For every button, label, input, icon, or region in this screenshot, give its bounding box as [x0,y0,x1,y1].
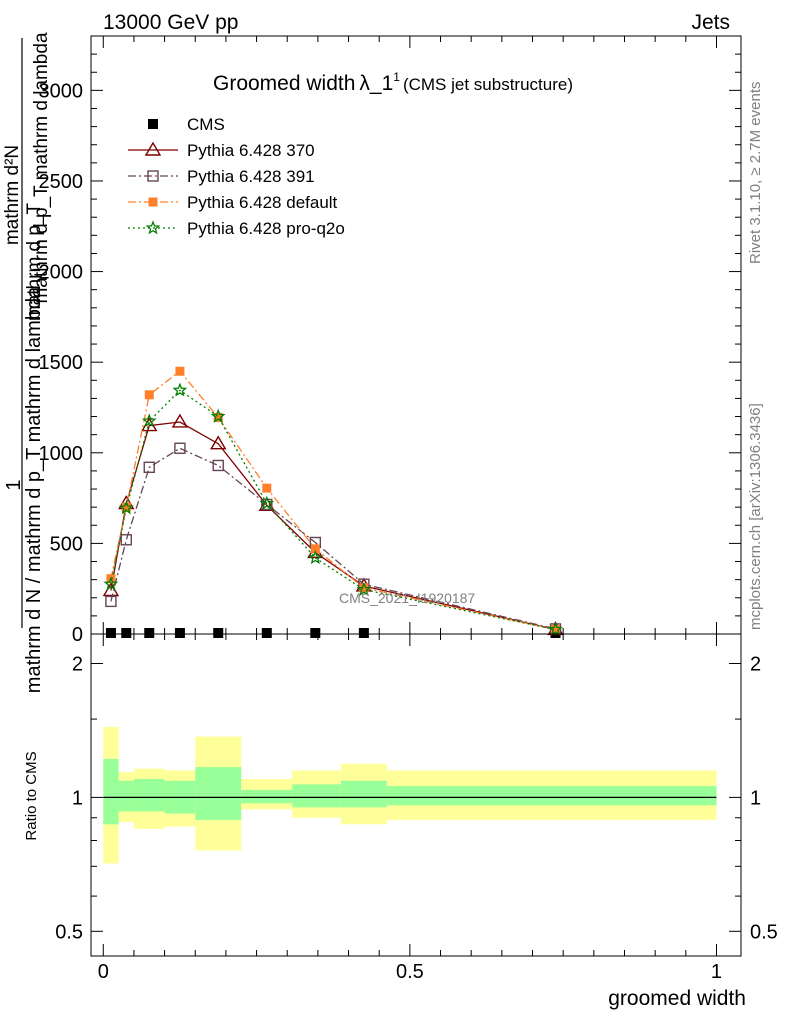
cms-data-point [261,628,272,638]
series-line-pythia-6-428-391 [110,447,556,630]
legend-label: Pythia 6.428 391 [187,167,315,186]
ratio-inner-band [340,780,387,808]
x-tick-label: 0 [98,961,109,983]
plot-title-sup: 1 [393,70,400,84]
series-point [262,483,272,493]
header-left: 13000 GeV pp [103,11,238,34]
ratio-inner-band [292,784,341,808]
series-point [175,366,185,376]
ratio-inner-band [133,778,165,812]
ratio-y-tick-label-left: 0.5 [55,921,83,943]
legend-marker [145,220,161,235]
y-tick-label: 2500 [39,171,84,193]
series-point [307,550,323,565]
y-tick-label: 3000 [39,80,84,102]
y-axis-label-ratio: Ratio to CMS [23,751,40,840]
plot-title-sub: (CMS jet substructure) [403,75,573,94]
cms-data-point [121,628,132,638]
ratio-y-tick-label-right: 0.5 [750,921,778,943]
ratio-y-tick-label-right: 2 [750,654,761,676]
ratio-axes: 0.5 0.5 1 1 2 2 0 0.5 1 [55,634,778,983]
series-point [118,500,134,515]
series-line-pythia-6-428-default [110,370,556,631]
ratio-bands [103,726,717,864]
cms-data-point [213,628,224,638]
ratio-y-tick-label-right: 1 [750,787,761,809]
series-point [172,382,188,397]
ratio-inner-band [118,780,134,812]
series-point [174,442,186,454]
series-point [212,459,224,472]
series-point [261,498,273,511]
legend-label: Pythia 6.428 370 [187,141,315,160]
ratio-inner-band [241,789,293,804]
y-label-outer-denominator: mathrm d N / mathrm d p_T mathrm d lambd… [23,286,45,693]
cms-data-point [105,628,116,638]
y-axis-label-main: 1 mathrm d N / mathrm d p_T mathrm d lam… [2,32,52,693]
main-axes: 0 500 1000 1500 2000 2500 3000 [39,36,741,646]
legend-marker [144,141,162,156]
main-series-layer [102,366,564,638]
y-label-one: 1 [3,479,25,490]
legend-marker [148,197,158,207]
series-point [105,595,117,608]
plot-title-main: Groomed width [213,72,355,95]
x-axis-label: groomed width [608,987,746,1010]
cms-data-point [174,628,185,638]
series-point [210,435,227,450]
series-point [259,495,275,510]
y-label-denominator: mathrm d p_T mathrm d lambda [31,32,52,303]
series-point [103,576,119,591]
ratio-plot-frame [90,633,742,957]
series-point [144,390,154,400]
x-tick-label: 1 [711,961,722,983]
ratio-y-tick-label-left: 2 [72,654,83,676]
x-tick-label: 0.5 [396,961,424,983]
series-point [120,534,132,546]
ratio-inner-band [386,786,717,806]
legend: CMS Pythia 6.428 370 Pythia 6.428 391 Pythi… [128,115,345,238]
y-tick-label: 1000 [39,443,84,465]
y-tick-label: 2000 [39,262,84,284]
ratio-inner-band [103,758,119,825]
cms-data-point [358,628,369,638]
y-label-denominator-2: mathrm d p_T [24,202,45,321]
ratio-inner-band [195,767,242,820]
watermark: CMS_2021_I1920187 [339,590,475,606]
legend-marker [147,170,159,182]
legend-label: Pythia 6.428 pro-q2o [187,219,345,238]
series-point [171,413,189,428]
series-point [356,581,372,596]
y-tick-label: 1500 [39,352,84,374]
y-tick-label: 500 [50,533,83,555]
side-text-top: Rivet 3.1.10, ≥ 2.7M events [747,82,764,265]
y-label-numerator: mathrm d²N [2,145,23,245]
y-tick-label: 0 [72,624,83,646]
legend-label: CMS [187,115,225,134]
series-point [213,412,223,422]
series-point [143,461,155,473]
series-point [258,496,276,512]
series-point [548,621,563,636]
plot-title-lambda: λ_1 [359,72,393,95]
series-point [141,413,157,428]
legend-label: Pythia 6.428 default [187,193,338,212]
plot-title: Groomed width λ_11 (CMS jet substructure) [213,70,573,95]
cms-data-point [310,628,321,638]
header-right: Jets [691,11,730,34]
series-point [210,408,226,423]
side-text-bottom: mcplots.cern.ch [arXiv:1306.3436] [747,403,764,630]
ratio-y-tick-label-left: 1 [72,787,83,809]
cms-data-point [144,628,155,638]
series-line-pythia-6-428-pro-q2o [110,389,556,631]
legend-marker-cms [148,119,158,129]
